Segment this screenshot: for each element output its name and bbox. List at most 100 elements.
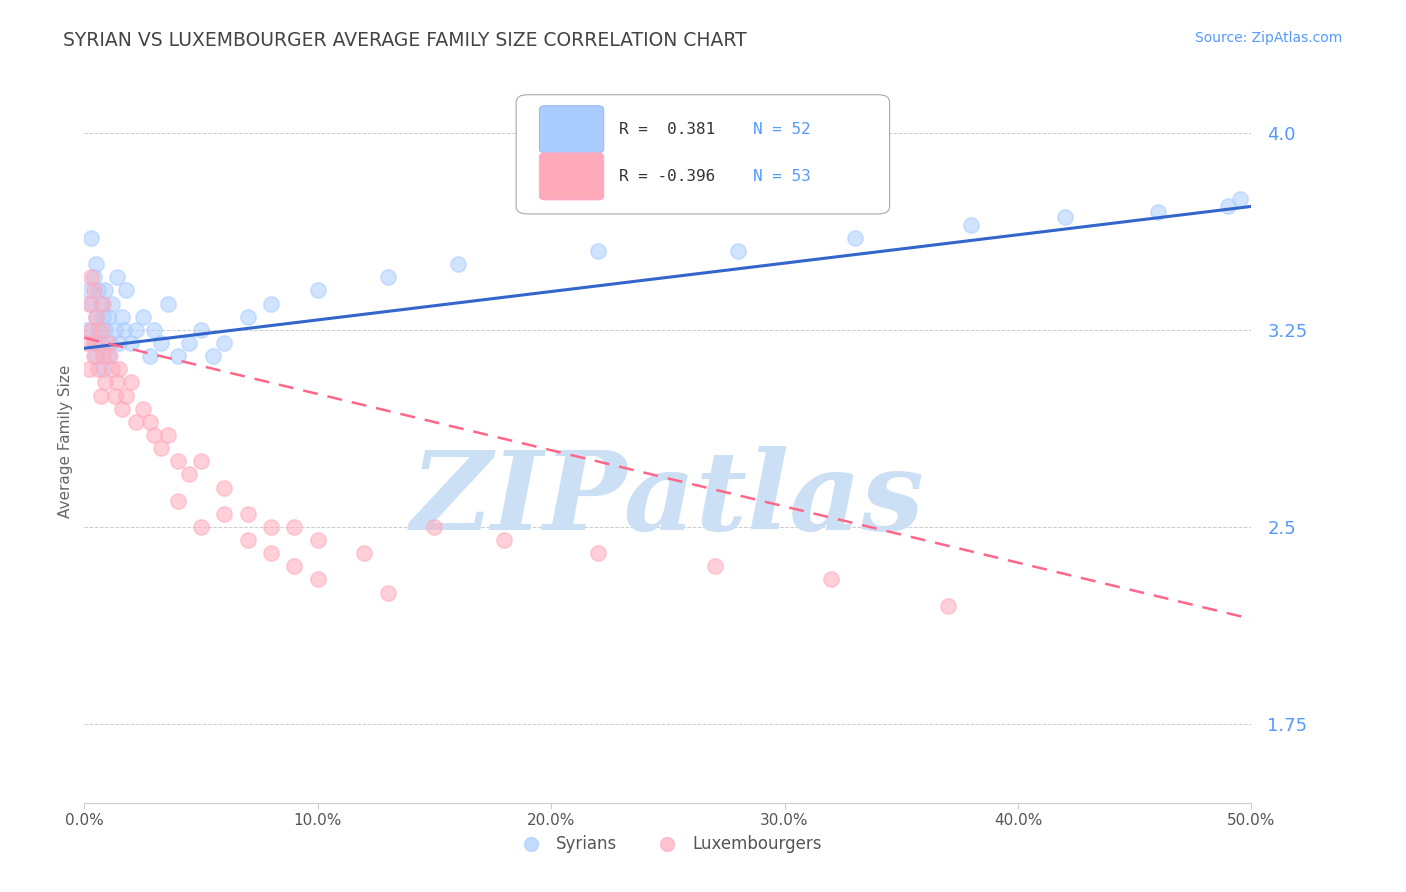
Point: [283, 520, 305, 534]
Point: [727, 244, 749, 258]
Point: [125, 415, 148, 429]
Point: [97, 336, 120, 351]
Point: [820, 573, 842, 587]
Point: [77, 296, 100, 310]
Point: [84, 349, 107, 363]
Point: [1216, 199, 1239, 213]
Point: [353, 546, 375, 560]
Y-axis label: Average Family Size: Average Family Size: [58, 365, 73, 518]
Point: [307, 573, 329, 587]
Point: [77, 362, 100, 376]
Point: [87, 362, 110, 376]
Point: [1147, 204, 1170, 219]
Point: [179, 467, 201, 482]
Point: [108, 336, 131, 351]
Point: [143, 428, 166, 442]
Point: [1053, 210, 1076, 224]
Point: [83, 284, 105, 298]
Point: [494, 533, 516, 547]
Point: [586, 546, 609, 560]
Point: [166, 454, 188, 468]
Point: [120, 336, 142, 351]
Point: [190, 323, 212, 337]
Point: [307, 533, 329, 547]
Point: [80, 296, 103, 310]
Point: [166, 493, 188, 508]
Text: ZIPatlas: ZIPatlas: [411, 446, 925, 553]
Point: [190, 454, 212, 468]
Point: [201, 349, 224, 363]
Point: [586, 244, 609, 258]
Point: [150, 336, 173, 351]
Point: [90, 336, 112, 351]
Point: [260, 296, 283, 310]
Point: [157, 428, 180, 442]
Point: [423, 520, 446, 534]
Text: SYRIAN VS LUXEMBOURGER AVERAGE FAMILY SIZE CORRELATION CHART: SYRIAN VS LUXEMBOURGER AVERAGE FAMILY SI…: [63, 31, 747, 50]
Point: [105, 270, 128, 285]
Point: [91, 349, 114, 363]
Point: [260, 546, 283, 560]
Text: N = 53: N = 53: [754, 169, 811, 184]
Point: [447, 257, 470, 271]
Point: [90, 323, 112, 337]
Point: [83, 336, 105, 351]
Point: [112, 323, 135, 337]
Point: [94, 323, 117, 337]
Point: [132, 401, 155, 416]
Point: [98, 349, 121, 363]
Text: Source: ZipAtlas.com: Source: ZipAtlas.com: [1195, 31, 1343, 45]
Point: [84, 310, 107, 324]
Point: [91, 362, 114, 376]
Point: [115, 388, 138, 402]
Point: [157, 296, 180, 310]
Point: [236, 507, 259, 521]
Point: [138, 349, 160, 363]
Point: [80, 231, 103, 245]
Text: R =  0.381: R = 0.381: [619, 121, 716, 136]
Point: [105, 376, 128, 390]
Point: [101, 362, 124, 376]
Point: [94, 376, 117, 390]
Point: [214, 481, 236, 495]
Point: [179, 336, 201, 351]
Point: [115, 284, 138, 298]
Point: [104, 323, 127, 337]
Point: [166, 349, 188, 363]
Point: [214, 336, 236, 351]
Point: [83, 270, 105, 285]
Legend: Syrians, Luxembourgers: Syrians, Luxembourgers: [508, 828, 828, 860]
Text: N = 52: N = 52: [754, 121, 811, 136]
Point: [143, 323, 166, 337]
Point: [94, 284, 117, 298]
Point: [98, 336, 121, 351]
Point: [84, 310, 107, 324]
Point: [377, 270, 399, 285]
Point: [260, 520, 283, 534]
Point: [936, 599, 959, 613]
Point: [307, 284, 329, 298]
Point: [703, 559, 725, 574]
Point: [91, 296, 114, 310]
Point: [77, 284, 100, 298]
Point: [91, 310, 114, 324]
FancyBboxPatch shape: [540, 106, 603, 153]
Point: [120, 376, 142, 390]
Point: [87, 323, 110, 337]
FancyBboxPatch shape: [540, 153, 603, 200]
FancyBboxPatch shape: [516, 95, 890, 214]
Point: [125, 323, 148, 337]
Point: [87, 284, 110, 298]
Point: [132, 310, 155, 324]
Point: [83, 349, 105, 363]
Point: [236, 310, 259, 324]
Point: [150, 441, 173, 455]
Text: R = -0.396: R = -0.396: [619, 169, 716, 184]
Point: [90, 388, 112, 402]
Point: [97, 310, 120, 324]
Point: [377, 585, 399, 599]
Point: [111, 310, 134, 324]
Point: [76, 323, 98, 337]
Point: [97, 349, 120, 363]
Point: [190, 520, 212, 534]
